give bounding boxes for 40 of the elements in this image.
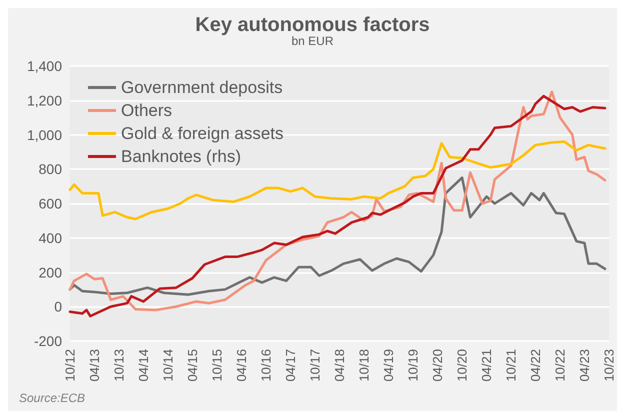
y-tick-label: 1,000 [26, 126, 62, 143]
source-note: Source:ECB [19, 391, 86, 405]
x-tick-label: 10/22 [552, 349, 568, 382]
legend-label: Gold & foreign assets [121, 124, 284, 143]
x-tick-label: 04/18 [332, 349, 347, 382]
x-tick-label: 10/21 [504, 349, 519, 382]
y-tick-label: 1,200 [26, 92, 62, 108]
x-tick-label: 04/20 [430, 349, 446, 382]
x-tick-label: 04/16 [234, 349, 249, 382]
legend-label: Banknotes (rhs) [121, 147, 241, 166]
x-tick-label: 10/13 [111, 349, 126, 382]
x-tick-label: 04/19 [380, 349, 396, 382]
y-tick-label: 600 [38, 196, 62, 212]
x-tick-label: 10/14 [160, 349, 176, 382]
y-tick-label: 0 [54, 298, 62, 315]
x-tick-label: 04/21 [478, 349, 494, 382]
y-tick-label: 200 [38, 264, 62, 280]
y-tick-label: -200 [34, 333, 62, 349]
x-tick-label: 04/22 [528, 349, 543, 382]
line-series [68, 176, 606, 296]
legend-label: Government deposits [121, 78, 283, 97]
y-tick-label: 400 [38, 230, 62, 246]
x-tick-label: 10/16 [258, 349, 274, 382]
legend-label: Others [121, 101, 172, 120]
x-tick-label: 04/13 [86, 349, 102, 382]
y-tick-label: 1,400 [26, 58, 62, 74]
x-tick-label: 10/15 [209, 349, 224, 382]
x-tick-label: 04/23 [576, 349, 592, 382]
x-tick-label: 04/14 [136, 349, 151, 382]
x-tick-label: 10/19 [405, 349, 420, 382]
chart-subtitle: bn EUR [291, 34, 334, 48]
chart-title: Key autonomous factors [195, 14, 430, 36]
x-tick-label: 10/23 [602, 349, 616, 382]
x-tick-label: 04/17 [282, 349, 298, 382]
x-tick-label: 10/18 [356, 349, 372, 382]
y-tick-label: 800 [38, 161, 62, 178]
x-tick-label: 10/12 [62, 349, 78, 382]
x-tick-label: 10/17 [308, 349, 323, 382]
x-tick-label: 04/15 [184, 349, 200, 382]
x-tick-label: 10/20 [454, 349, 470, 382]
